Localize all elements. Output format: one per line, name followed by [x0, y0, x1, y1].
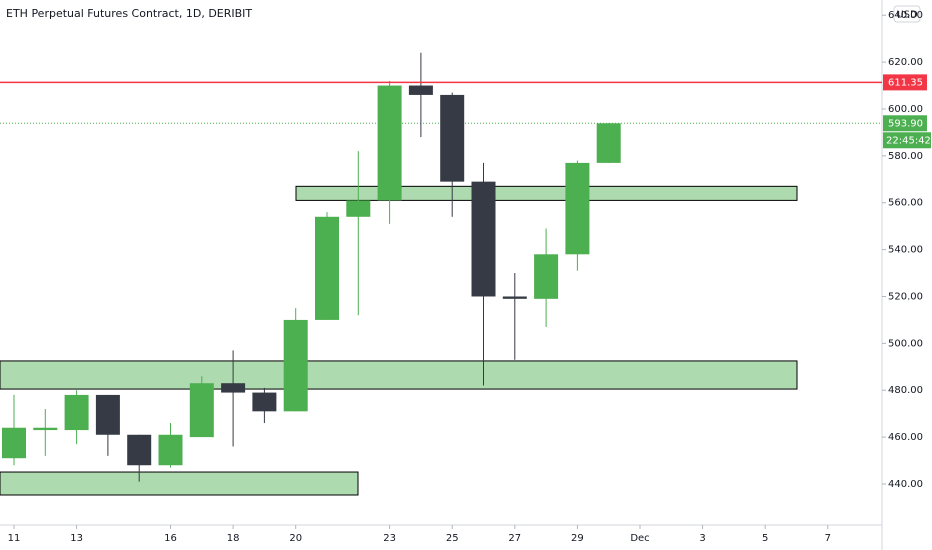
y-tick-label: 540.00	[888, 245, 923, 256]
candle-body	[346, 200, 371, 217]
x-tick-label: Dec	[630, 533, 649, 544]
x-tick-label: 3	[699, 533, 705, 544]
candle-body	[315, 216, 339, 320]
candle-body	[221, 383, 246, 393]
x-tick-label: 18	[227, 533, 240, 544]
candle-body	[565, 162, 590, 255]
x-tick-label: 23	[383, 533, 396, 544]
zone	[0, 471, 359, 496]
candle-body	[440, 94, 465, 182]
candle-body	[534, 254, 559, 299]
countdown-label: 22:45:42	[886, 135, 931, 146]
x-tick-label: 11	[8, 533, 21, 544]
candle-body	[502, 296, 527, 299]
candle-body	[158, 434, 183, 466]
candle-body	[64, 394, 89, 431]
candle-body	[252, 392, 277, 412]
candle-body	[33, 427, 58, 431]
candle-body	[471, 181, 496, 297]
y-tick-label: 500.00	[888, 338, 923, 349]
x-tick-label: 27	[508, 533, 521, 544]
level-label-bg	[883, 74, 927, 91]
y-tick-label: 440.00	[888, 479, 923, 490]
x-tick-label: 20	[289, 533, 302, 544]
y-tick-label: 640.00	[888, 10, 923, 21]
zone	[295, 185, 798, 201]
currency-badge[interactable]	[893, 5, 921, 23]
y-tick-label: 520.00	[888, 291, 923, 302]
candle-body	[127, 434, 152, 466]
candle-body	[377, 85, 402, 201]
candle-body	[596, 123, 621, 163]
candle-body	[2, 427, 26, 459]
x-tick-label: 5	[762, 533, 768, 544]
y-tick-label: 460.00	[888, 432, 923, 443]
level-label: 611.35	[888, 77, 923, 88]
last-price-bg	[883, 115, 927, 132]
candle-body	[189, 383, 214, 438]
x-tick-label: 25	[446, 533, 459, 544]
y-tick-label: 620.00	[888, 57, 923, 68]
candle-body	[95, 394, 120, 435]
y-tick-label: 480.00	[888, 385, 923, 396]
x-tick-label: 13	[70, 533, 83, 544]
candle-body	[283, 319, 308, 412]
y-tick-label: 560.00	[888, 198, 923, 209]
y-tick-label: 580.00	[888, 151, 923, 162]
x-tick-label: 29	[571, 533, 584, 544]
zone	[0, 360, 798, 390]
countdown-bg	[883, 132, 931, 149]
x-tick-label: 16	[164, 533, 177, 544]
chart-title: ETH Perpetual Futures Contract, 1D, DERI…	[6, 7, 252, 20]
last-price-label: 593.90	[888, 118, 923, 129]
y-tick-label: 600.00	[888, 104, 923, 115]
candle-body	[408, 85, 433, 95]
currency[interactable]: USD	[896, 10, 918, 21]
x-tick-label: 7	[825, 533, 831, 544]
